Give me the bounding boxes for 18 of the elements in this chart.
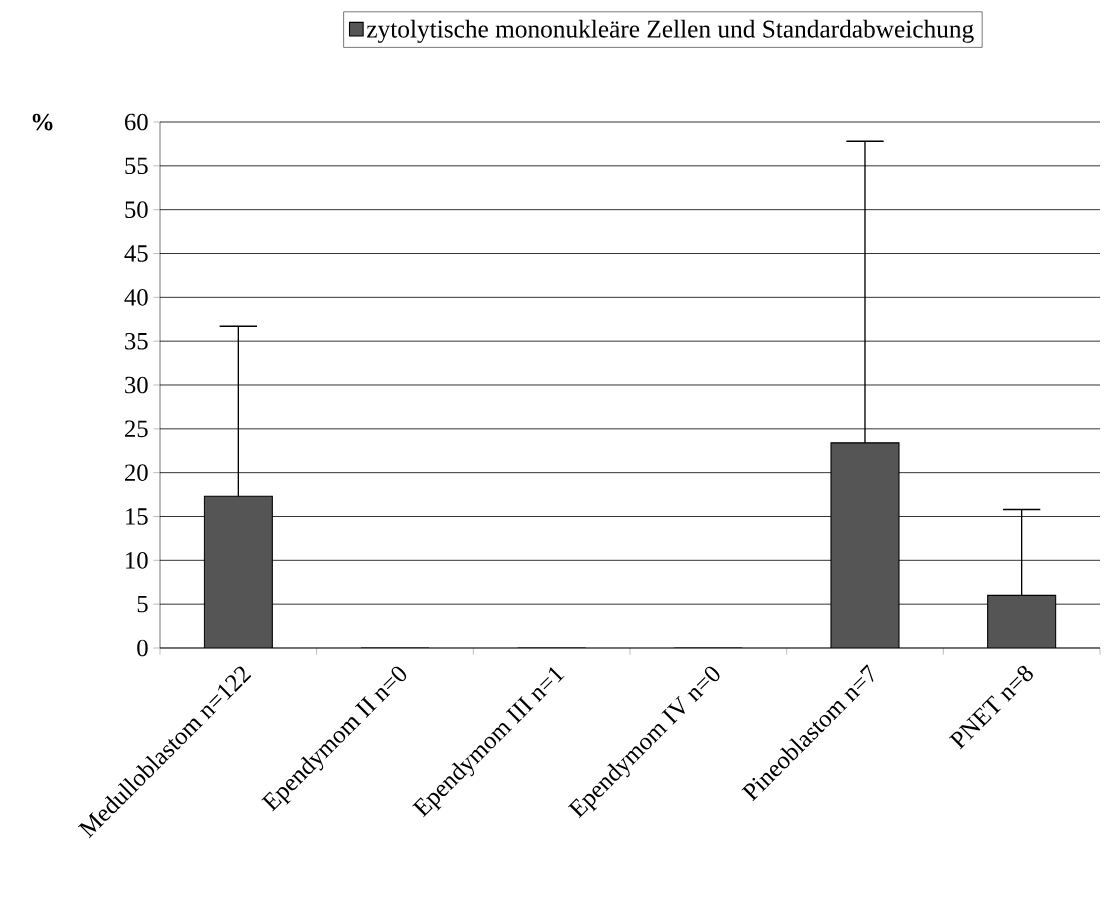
bar bbox=[830, 442, 900, 648]
y-tick-label: 60 bbox=[125, 113, 148, 131]
y-axis-title: % bbox=[32, 113, 53, 131]
y-tick-label: 50 bbox=[125, 201, 148, 218]
y-tick-label: 20 bbox=[125, 464, 148, 481]
y-tick-label: 15 bbox=[126, 508, 148, 525]
y-tick-label: 55 bbox=[125, 157, 148, 175]
legend-label: zytolytische mononukleäre Zellen und Standardabweichung bbox=[367, 19, 974, 43]
y-tick-label: 45 bbox=[124, 245, 148, 262]
y-tick-label: 30 bbox=[125, 376, 148, 394]
y-tick-label: 5 bbox=[137, 595, 148, 613]
bar bbox=[203, 495, 273, 648]
y-tick-label: 35 bbox=[125, 332, 148, 350]
y-tick-label: 25 bbox=[125, 420, 148, 438]
y-tick-label: 10 bbox=[126, 551, 148, 569]
y-tick-label: 0 bbox=[137, 639, 148, 657]
y-tick-label: 40 bbox=[124, 289, 148, 306]
bar bbox=[987, 594, 1057, 648]
